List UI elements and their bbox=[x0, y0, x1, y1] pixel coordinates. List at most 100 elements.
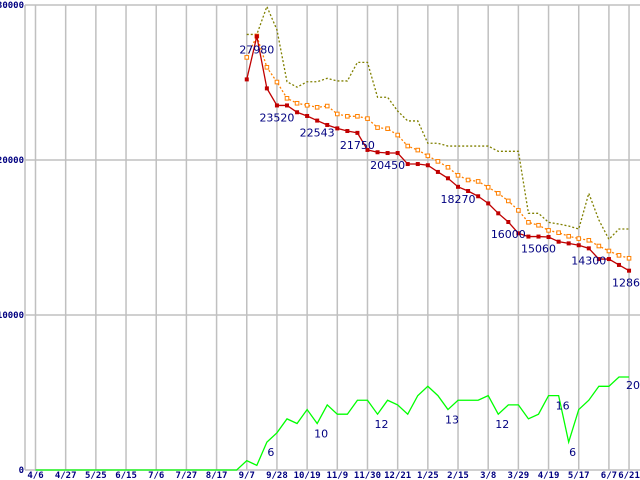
data-point bbox=[536, 234, 541, 239]
data-point bbox=[586, 237, 592, 243]
data-point bbox=[335, 111, 340, 117]
data-point bbox=[264, 65, 270, 70]
x-tick-label: 7/27 bbox=[176, 471, 198, 480]
data-point bbox=[335, 126, 340, 131]
x-tick-label: 11/9 bbox=[326, 471, 348, 480]
x-tick-label: 8/17 bbox=[206, 471, 228, 480]
data-point bbox=[375, 125, 380, 130]
series-line-count bbox=[35, 376, 630, 471]
data-label: 22543 bbox=[300, 127, 335, 140]
data-point bbox=[626, 255, 632, 261]
data-point bbox=[476, 194, 481, 199]
data-point bbox=[395, 132, 400, 138]
data-point bbox=[596, 243, 602, 249]
x-tick-label: 4/27 bbox=[55, 471, 77, 480]
data-point bbox=[254, 34, 259, 39]
x-tick-label: 5/17 bbox=[568, 471, 590, 480]
series-line-average bbox=[246, 34, 630, 259]
data-point bbox=[556, 230, 561, 235]
data-label: 27980 bbox=[239, 43, 274, 56]
data-point bbox=[264, 86, 269, 91]
data-point bbox=[516, 208, 521, 213]
y-tick-label: 0 bbox=[19, 466, 24, 476]
data-label: 12 bbox=[375, 418, 389, 431]
x-tick-label: 6/21 bbox=[618, 471, 640, 480]
data-point bbox=[325, 122, 330, 127]
data-point bbox=[315, 118, 320, 123]
x-tick-label: 10/19 bbox=[294, 471, 321, 480]
data-point bbox=[616, 262, 621, 267]
series-average bbox=[244, 33, 632, 261]
data-point bbox=[274, 103, 279, 108]
data-label: 16 bbox=[556, 400, 570, 413]
data-point bbox=[445, 176, 450, 181]
data-label: 21750 bbox=[340, 139, 375, 152]
data-point bbox=[516, 231, 521, 236]
data-label: 6 bbox=[569, 446, 576, 459]
data-point bbox=[425, 163, 430, 168]
x-tick-label: 1/25 bbox=[417, 471, 439, 480]
series-upper bbox=[246, 4, 630, 241]
data-point bbox=[456, 184, 461, 189]
data-point bbox=[546, 228, 551, 233]
data-point bbox=[385, 126, 390, 131]
data-point bbox=[586, 246, 591, 251]
x-tick-label: 12/21 bbox=[384, 471, 411, 480]
x-tick-label: 6/15 bbox=[115, 471, 137, 480]
data-point bbox=[425, 153, 431, 159]
data-point bbox=[576, 243, 581, 248]
data-point bbox=[526, 220, 531, 225]
data-point bbox=[566, 233, 571, 239]
data-point bbox=[284, 96, 290, 101]
data-label: 15060 bbox=[521, 243, 556, 256]
data-point bbox=[314, 105, 320, 110]
data-point bbox=[244, 77, 249, 82]
data-point bbox=[365, 116, 370, 121]
data-point bbox=[606, 257, 611, 262]
data-point bbox=[606, 248, 612, 254]
data-point bbox=[345, 129, 350, 134]
series-price bbox=[244, 34, 632, 273]
data-label: 14300 bbox=[571, 254, 606, 267]
data-point bbox=[295, 110, 300, 115]
series-line-upper bbox=[246, 4, 630, 241]
data-point bbox=[465, 177, 471, 183]
x-tick-label: 9/7 bbox=[239, 471, 255, 480]
data-point bbox=[435, 159, 441, 164]
series-layer bbox=[35, 4, 632, 471]
data-label: 18270 bbox=[441, 193, 476, 206]
data-point bbox=[566, 241, 571, 246]
data-label: 20450 bbox=[370, 159, 405, 172]
data-point bbox=[244, 55, 250, 60]
series-line-price bbox=[246, 36, 630, 272]
x-tick-label: 11/30 bbox=[354, 471, 381, 480]
data-point bbox=[486, 201, 491, 206]
x-tick-label: 2/15 bbox=[447, 471, 469, 480]
data-label: 13 bbox=[445, 414, 459, 427]
data-point bbox=[304, 102, 310, 108]
x-tick-label: 6/7 bbox=[601, 471, 617, 480]
data-point bbox=[495, 191, 501, 196]
data-point bbox=[526, 234, 531, 239]
data-point bbox=[506, 198, 511, 204]
data-point bbox=[285, 103, 289, 108]
data-point bbox=[485, 184, 491, 190]
y-tick-label: 20000 bbox=[0, 156, 24, 166]
data-point bbox=[355, 130, 360, 135]
data-label: 6 bbox=[267, 446, 274, 459]
x-tick-label: 3/8 bbox=[480, 471, 496, 480]
data-point bbox=[627, 268, 632, 273]
data-point bbox=[496, 211, 501, 216]
series-count bbox=[35, 376, 630, 471]
data-point bbox=[546, 235, 551, 240]
data-label: 12 bbox=[495, 418, 509, 431]
x-tick-label: 3/29 bbox=[508, 471, 530, 480]
data-point bbox=[556, 239, 561, 244]
data-point bbox=[616, 253, 622, 258]
data-point bbox=[294, 100, 300, 106]
data-point bbox=[324, 103, 330, 109]
data-label: 10 bbox=[314, 428, 328, 441]
